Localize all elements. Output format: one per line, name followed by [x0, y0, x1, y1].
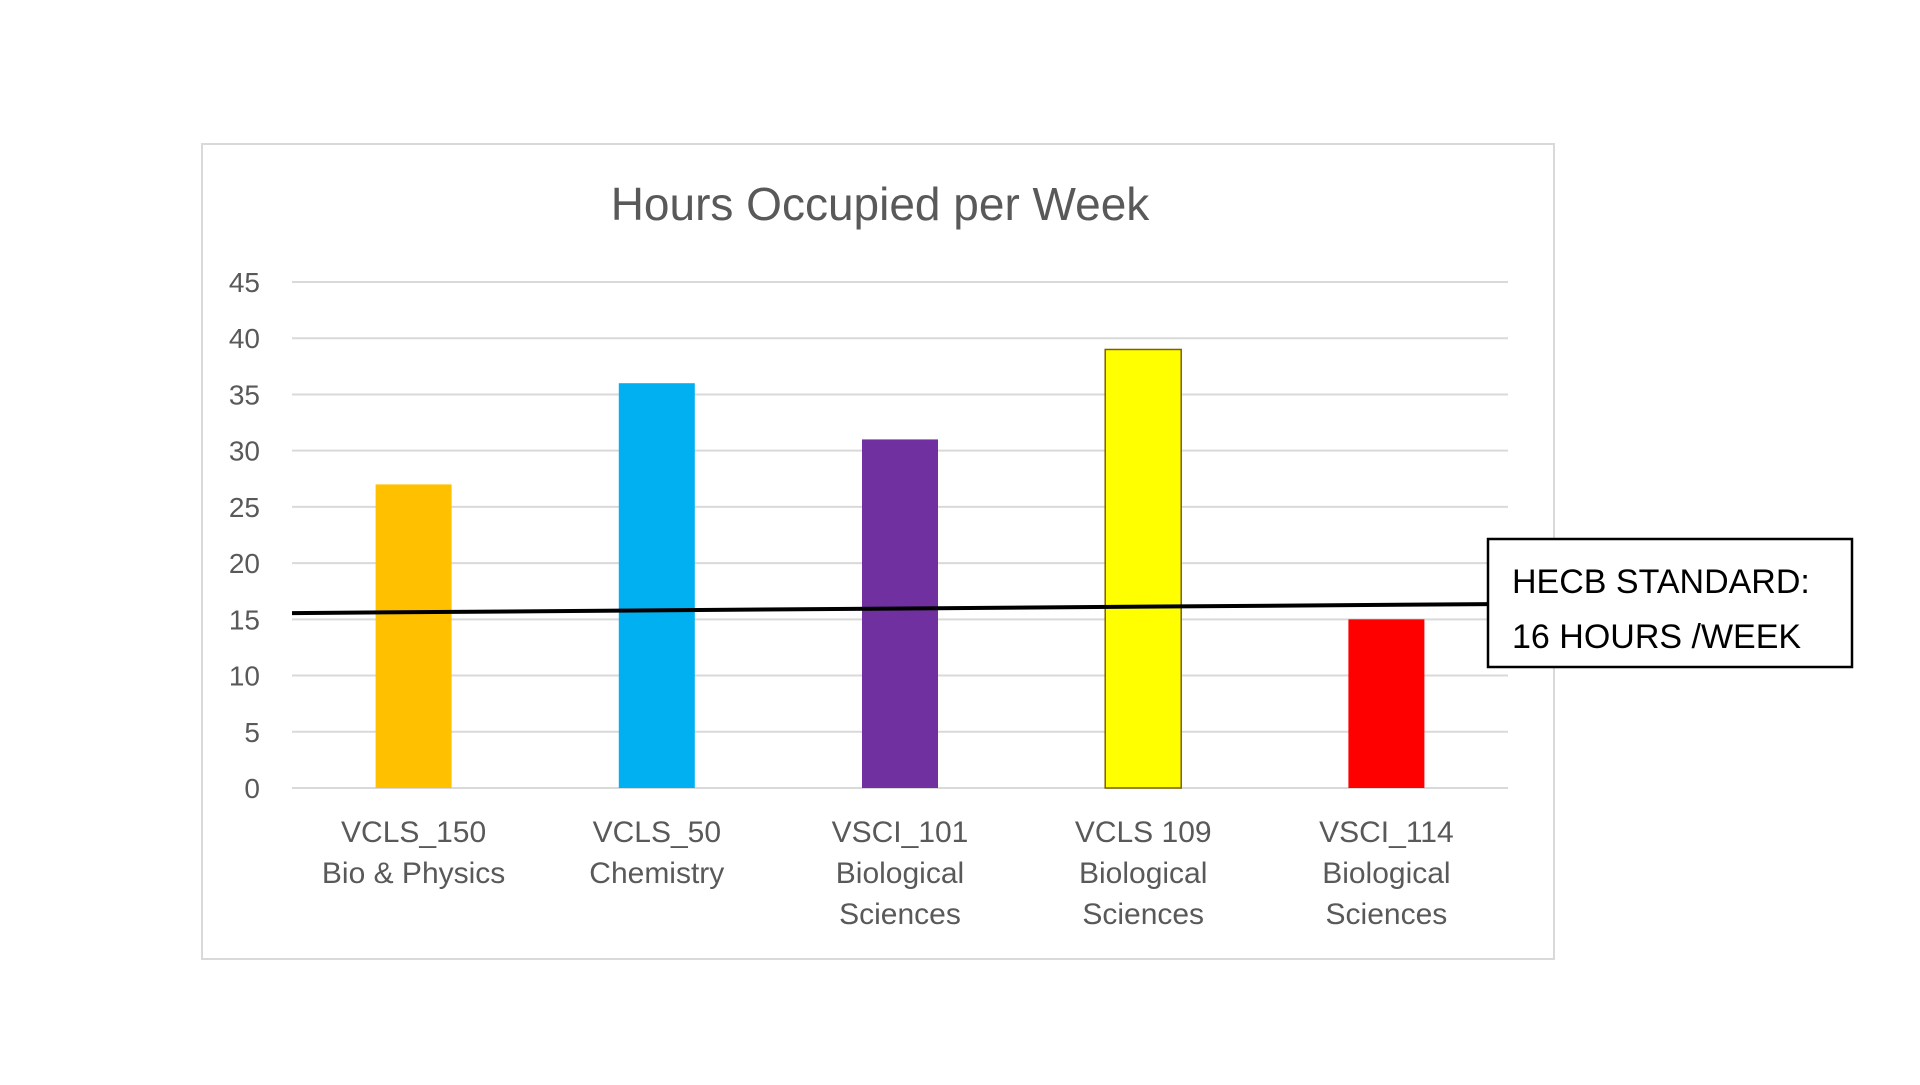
y-tick-label: 35 [229, 379, 260, 410]
bar-1 [375, 484, 452, 788]
y-tick-label: 30 [229, 436, 260, 467]
x-category-label-line: Biological [1079, 857, 1207, 890]
callout-label-line: 16 HOURS /WEEK [1512, 618, 1801, 656]
bar-4 [1104, 348, 1182, 789]
bars [375, 348, 1425, 789]
callout-label-line: HECB STANDARD: [1512, 563, 1810, 601]
x-category-label: VSCI_114 Biological Sciences [1319, 816, 1454, 931]
y-axis-ticks: 0 5 10 15 20 25 30 35 40 45 [229, 267, 260, 804]
y-tick-label: 5 [244, 717, 260, 748]
gridlines [292, 281, 1508, 789]
x-category-label: VCLS 109 Biological Sciences [1075, 816, 1212, 931]
x-category-label-line: VCLS_50 [593, 816, 721, 849]
x-category-label-line: Bio & Physics [322, 857, 505, 890]
y-tick-label: 25 [229, 492, 260, 523]
x-category-label: VCLS_150 Bio & Physics [322, 816, 505, 890]
x-category-label-line: VSCI_101 [832, 816, 969, 849]
x-category-label-line: Chemistry [589, 857, 724, 890]
x-axis-labels: VCLS_150 Bio & Physics VCLS_50 Chemistry VSC… [322, 816, 1454, 931]
y-tick-label: 0 [244, 773, 260, 804]
x-category-label-line: VCLS 109 [1075, 816, 1212, 849]
x-category-label: VSCI_101 Biological Sciences [832, 816, 969, 931]
x-category-label-line: Sciences [1326, 898, 1448, 931]
bar-5 [1348, 619, 1425, 788]
bar-3 [862, 439, 938, 788]
chart-title: Hours Occupied per Week [611, 178, 1151, 230]
y-tick-label: 45 [229, 267, 260, 298]
x-category-label-line: VCLS_150 [341, 816, 486, 849]
reference-line-group [291, 602, 1489, 616]
y-tick-label: 40 [229, 323, 260, 354]
x-category-label-line: Biological [836, 857, 964, 890]
x-category-label: VCLS_50 Chemistry [589, 816, 724, 890]
reference-line [291, 602, 1489, 616]
callout-box [1486, 537, 1854, 669]
x-category-label-line: Sciences [1082, 898, 1204, 931]
y-tick-label: 20 [229, 548, 260, 579]
x-category-label-line: VSCI_114 [1319, 816, 1454, 849]
reference-callout: HECB STANDARD: 16 HOURS /WEEK [1486, 537, 1854, 669]
x-category-label-line: Sciences [839, 898, 961, 931]
bar-2 [618, 383, 695, 788]
y-tick-label: 15 [229, 604, 260, 635]
x-category-label-line: Biological [1322, 857, 1450, 890]
y-tick-label: 10 [229, 661, 260, 692]
